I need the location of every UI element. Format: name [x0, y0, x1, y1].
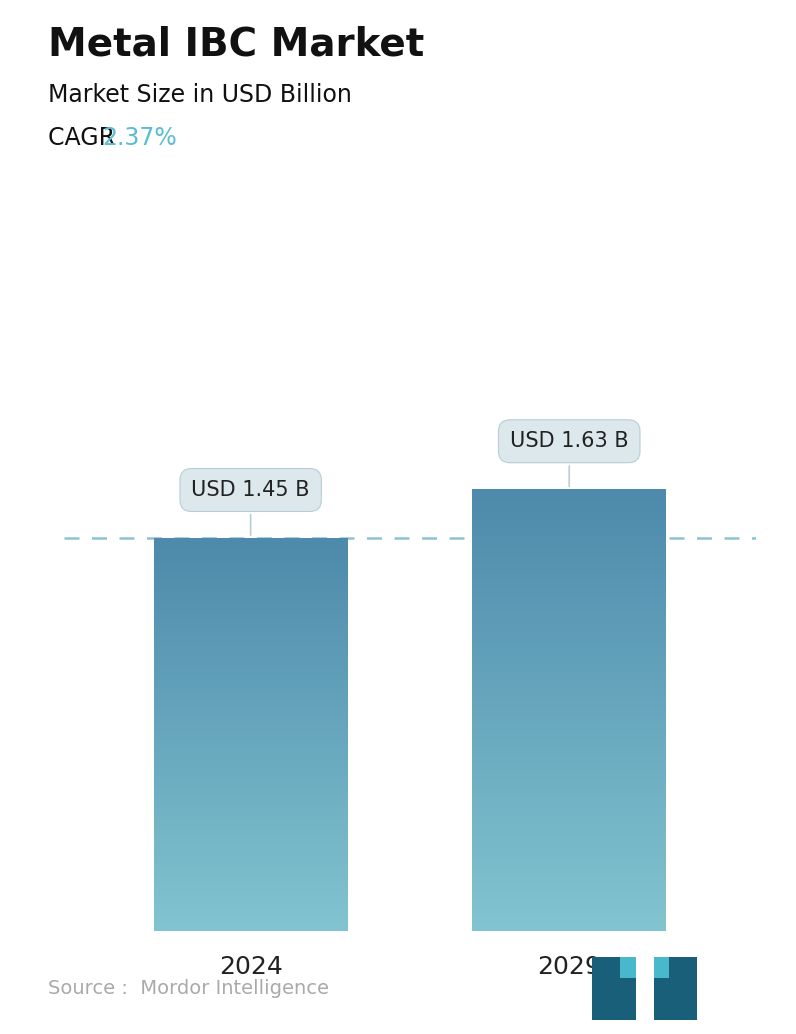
Text: USD 1.45 B: USD 1.45 B — [191, 480, 310, 536]
Polygon shape — [654, 956, 697, 1021]
Text: Metal IBC Market: Metal IBC Market — [48, 26, 424, 64]
Text: 2.37%: 2.37% — [102, 126, 177, 150]
Text: Market Size in USD Billion: Market Size in USD Billion — [48, 83, 352, 107]
Text: CAGR: CAGR — [48, 126, 123, 150]
Polygon shape — [620, 956, 636, 978]
Polygon shape — [592, 956, 636, 1021]
Text: Source :  Mordor Intelligence: Source : Mordor Intelligence — [48, 979, 329, 998]
Text: USD 1.63 B: USD 1.63 B — [510, 431, 629, 486]
Polygon shape — [654, 956, 669, 978]
Polygon shape — [636, 956, 654, 985]
